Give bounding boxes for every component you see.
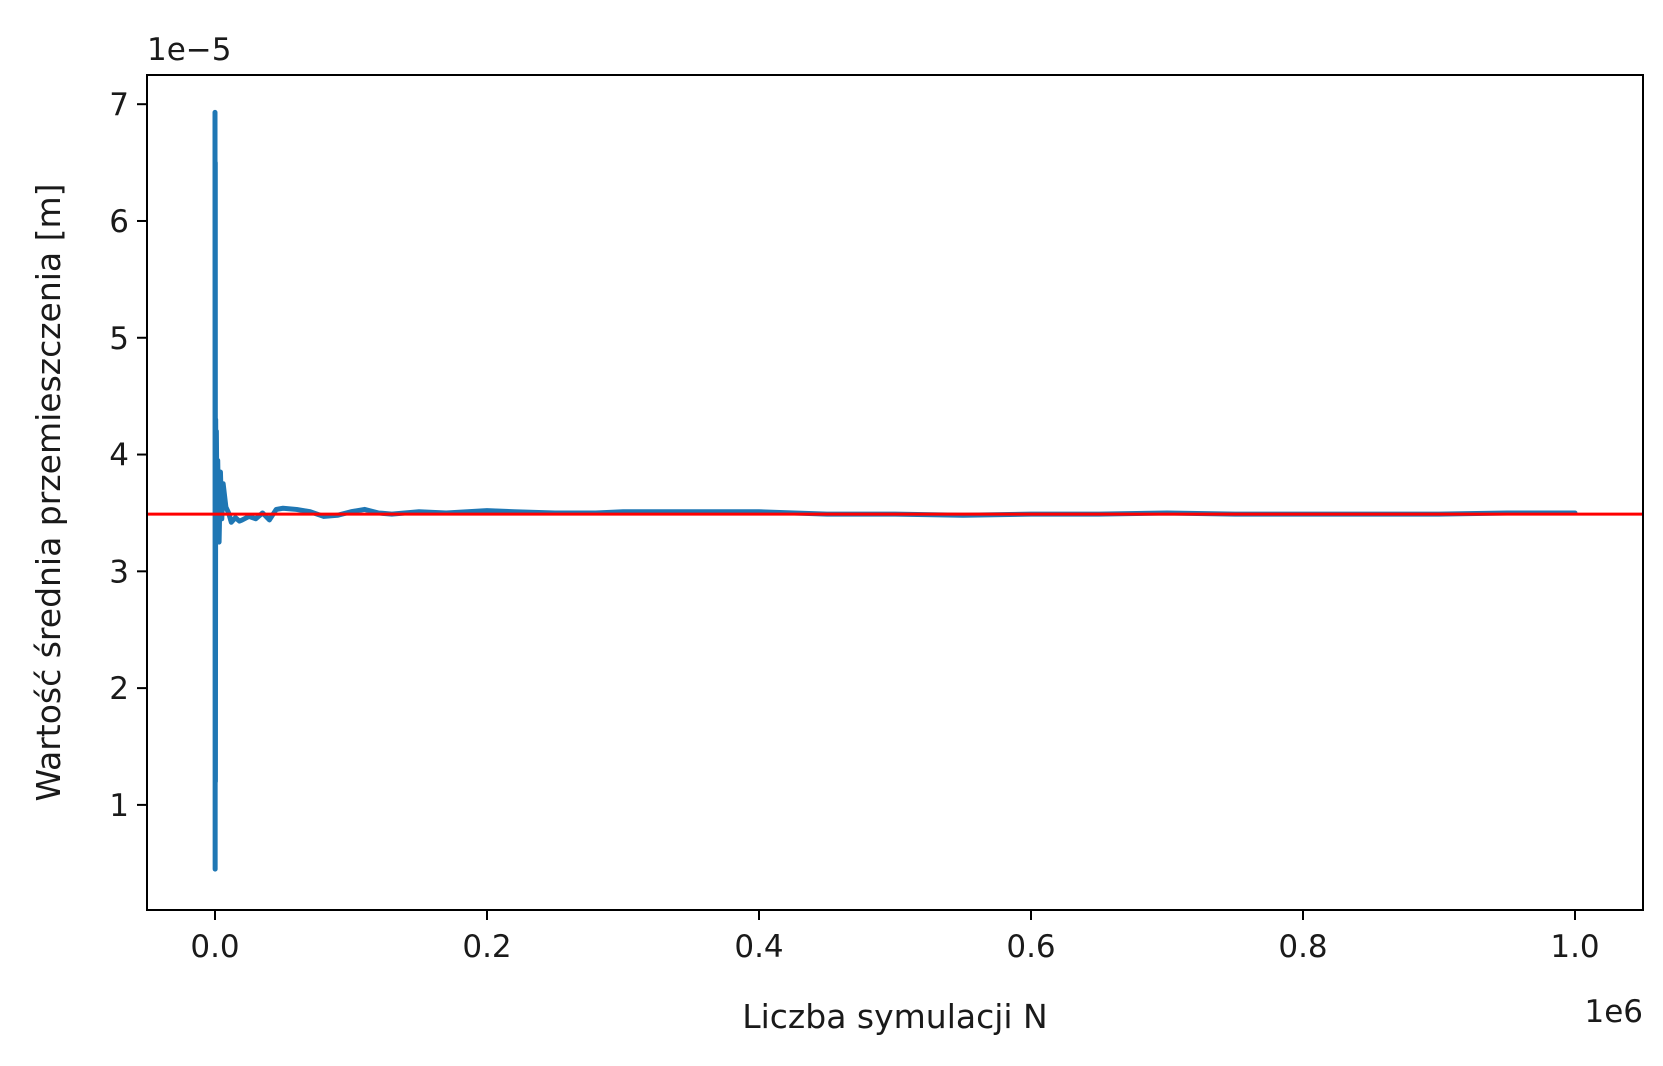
y-tick-label: 3 bbox=[109, 554, 129, 590]
y-tick-label: 7 bbox=[109, 87, 129, 123]
x-tick-label: 0.0 bbox=[190, 929, 239, 965]
x-tick-label: 0.2 bbox=[462, 929, 511, 965]
y-tick-label: 2 bbox=[109, 671, 129, 707]
y-tick-label: 4 bbox=[109, 438, 129, 474]
x-tick-label: 0.6 bbox=[1006, 929, 1055, 965]
y-tick-label: 6 bbox=[109, 204, 129, 240]
x-tick-label: 0.8 bbox=[1278, 929, 1327, 965]
y-axis-ticks: 1 2 3 4 5 6 7 bbox=[109, 87, 147, 824]
plot-frame bbox=[146, 74, 1644, 911]
x-tick-label: 0.4 bbox=[734, 929, 783, 965]
y-tick-label: 5 bbox=[109, 321, 129, 357]
x-axis-offset-label: 1e6 bbox=[1584, 994, 1643, 1030]
x-axis-ticks: 0.0 0.2 0.4 0.6 0.8 1.0 bbox=[190, 910, 1600, 965]
x-tick-label: 1.0 bbox=[1550, 929, 1599, 965]
y-tick-label: 1 bbox=[109, 788, 129, 824]
x-axis-label: Liczba symulacji N bbox=[742, 997, 1048, 1036]
y-axis-offset-label: 1e−5 bbox=[147, 32, 232, 68]
y-axis-label: Wartość średnia przemieszczenia [m] bbox=[29, 183, 68, 801]
